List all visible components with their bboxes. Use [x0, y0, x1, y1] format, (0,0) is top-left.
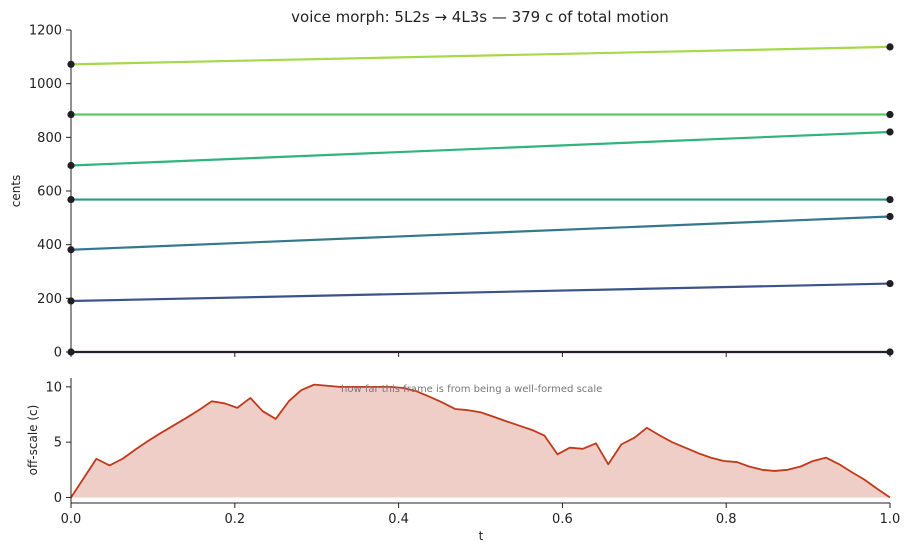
bottom-x-axis-label: t: [479, 529, 484, 543]
bottom-axes: [70, 378, 890, 504]
voice-endpoint-5-0: [67, 110, 75, 119]
voice-line-4: [70, 130, 891, 167]
voice-endpoint-3-0: [67, 195, 75, 204]
voice-endpoint-6-1: [886, 43, 894, 51]
top-y-tick-label-1000: 1000: [29, 77, 62, 92]
bottom-x-tick-label-0: 0.0: [61, 512, 82, 527]
bottom-x-tick-label-3: 0.6: [552, 512, 573, 527]
bottom-y-tick-label-0: 0: [54, 491, 62, 506]
top-y-tick-label-800: 800: [37, 131, 62, 146]
voice-endpoint-1-0: [67, 297, 75, 305]
voice-endpoint-6-0: [67, 60, 75, 68]
top-y-tick-label-600: 600: [37, 185, 62, 200]
voice-endpoint-2-1: [886, 212, 894, 221]
off-scale-fill: [71, 384, 890, 498]
top-y-tick-label-0: 0: [54, 346, 62, 361]
voice-endpoint-0-1: [886, 348, 894, 356]
top-y-ticks: 0 200 400 600 800 1000 1200: [29, 24, 71, 361]
voice-endpoint-3-1: [886, 195, 894, 204]
voice-endpoints-group: [67, 43, 894, 356]
bottom-x-ticks: 0.0 0.2 0.4 0.6 0.8 1.0: [61, 503, 901, 527]
off-scale-annotation: how far this frame is from being a well-…: [341, 384, 602, 395]
bottom-y-tick-label-5: 5: [54, 436, 62, 451]
voice-line-6: [70, 45, 891, 66]
top-y-tick-label-1200: 1200: [29, 24, 62, 39]
top-axes: [70, 30, 890, 353]
voice-endpoint-4-1: [886, 128, 894, 136]
voice-line-1: [70, 282, 891, 303]
bottom-x-tick-label-2: 0.4: [388, 512, 409, 527]
voice-endpoint-4-0: [67, 161, 75, 170]
bottom-x-tick-label-5: 1.0: [880, 512, 901, 527]
top-y-tick-label-400: 400: [37, 238, 62, 253]
voice-line-2: [70, 215, 891, 251]
bottom-y-axis-label: off-scale (c): [26, 405, 40, 476]
voice-lines-group: [70, 45, 891, 354]
top-y-axis-label: cents: [9, 175, 23, 208]
voice-endpoint-5-1: [886, 110, 894, 119]
voice-endpoint-2-0: [67, 246, 75, 254]
off-scale-line: [70, 383, 891, 499]
top-y-tick-label-200: 200: [37, 292, 62, 307]
chart-title: voice morph: 5L2s → 4L3s — 379 c of tota…: [291, 8, 669, 26]
off-scale-area-group: [70, 383, 891, 499]
bottom-y-ticks: 0 5 10: [45, 380, 71, 506]
voice-endpoint-0-0: [67, 348, 75, 356]
voice-endpoint-1-1: [886, 279, 894, 288]
bottom-y-tick-label-10: 10: [45, 380, 62, 395]
bottom-x-tick-label-1: 0.2: [224, 512, 245, 527]
bottom-x-tick-label-4: 0.8: [716, 512, 737, 527]
